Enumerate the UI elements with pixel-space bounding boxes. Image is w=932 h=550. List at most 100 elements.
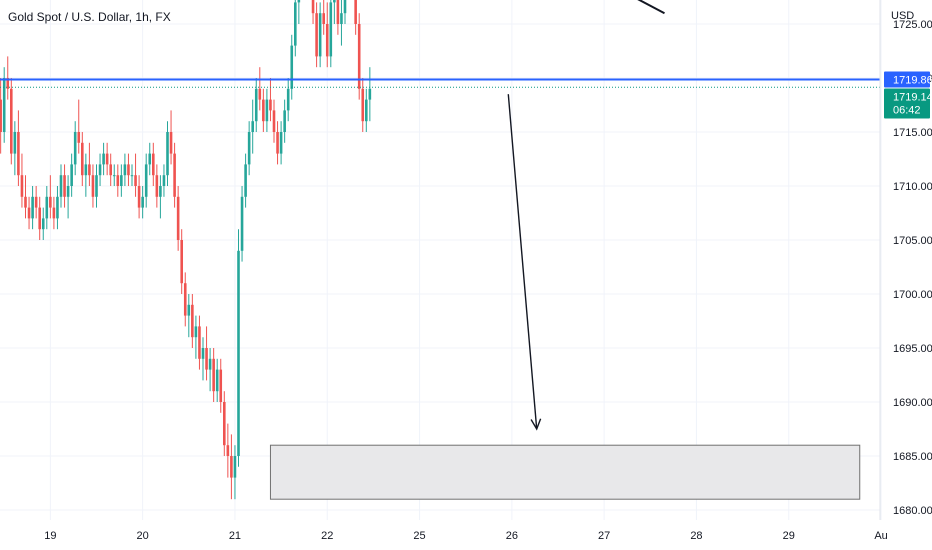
candle-body	[233, 456, 237, 478]
candle-body	[244, 164, 247, 197]
time-tick-label: 28	[690, 530, 702, 542]
resistance-trendline[interactable]	[388, 0, 665, 15]
time-tick-label: 26	[506, 530, 518, 542]
candle-body	[361, 88, 365, 122]
candle-body	[194, 326, 198, 338]
candle-body	[70, 164, 73, 186]
price-tick-label: 1725.00	[893, 19, 932, 31]
candle-body	[84, 164, 88, 176]
candle-body	[120, 175, 123, 186]
candle-body	[237, 250, 240, 456]
candle-body	[63, 175, 66, 197]
candle-body	[2, 78, 6, 132]
chart-title: Gold Spot / U.S. Dollar, 1h, FX	[8, 10, 171, 24]
candle-body	[318, 13, 322, 57]
chart-grid	[0, 0, 882, 520]
candle-body	[223, 402, 226, 446]
candle-body	[81, 142, 84, 176]
candle-body	[201, 348, 205, 359]
time-tick-label: Au	[874, 530, 887, 542]
target-zone-box[interactable]	[269, 444, 861, 500]
candle-body	[6, 78, 10, 89]
candle-body	[311, 0, 315, 14]
candle-body	[137, 186, 141, 208]
candle-body	[159, 186, 162, 197]
candle-body	[343, 0, 347, 14]
candle-body	[130, 175, 134, 177]
candle-body	[162, 175, 166, 186]
candle-body	[116, 175, 120, 186]
candle-body	[148, 153, 152, 165]
candle-body	[34, 196, 38, 208]
candle-body	[262, 99, 265, 122]
candle-body	[191, 304, 194, 338]
candle-body	[205, 348, 208, 370]
candle-body	[91, 175, 95, 197]
candle-body	[269, 99, 272, 111]
candle-body	[38, 207, 41, 230]
candle-body	[325, 24, 329, 57]
time-tick-label: 29	[783, 530, 795, 542]
candle-body	[105, 153, 109, 165]
candle-body	[24, 196, 27, 208]
price-tick-label: 1695.00	[893, 343, 932, 355]
candle-body	[336, 0, 340, 25]
candle-body	[212, 358, 215, 392]
time-tick-label: 25	[413, 530, 425, 542]
candle-body	[357, 24, 361, 89]
candle-body	[340, 13, 343, 24]
time-axis[interactable]: 19 20 21 22 25 26 27 28 29 Au	[44, 530, 888, 542]
candle-body	[208, 358, 212, 370]
candle-body	[169, 132, 173, 154]
bearish-arrow[interactable]	[507, 94, 542, 431]
time-tick-label: 27	[598, 530, 610, 542]
time-tick-label: 22	[321, 530, 333, 542]
candle-body	[98, 164, 102, 176]
candle-body	[183, 283, 187, 316]
candle-body	[180, 240, 183, 284]
candle-body	[258, 88, 262, 100]
candle-body	[155, 175, 159, 197]
candle-body	[49, 196, 52, 208]
price-tick-label: 1690.00	[893, 397, 932, 409]
candle-body	[59, 175, 63, 197]
candle-body	[144, 164, 148, 197]
candle-body	[187, 304, 191, 316]
candle-body	[20, 175, 24, 197]
candle-body	[56, 196, 59, 219]
candle-body	[240, 196, 244, 251]
currency-label: USD	[891, 10, 914, 22]
candle-body	[333, 0, 336, 3]
price-tick-label: 1710.00	[893, 181, 932, 193]
candle-body	[134, 175, 137, 186]
candle-body	[95, 175, 98, 197]
candle-body	[73, 132, 77, 165]
time-tick-label: 20	[137, 530, 149, 542]
candle-body	[315, 13, 318, 57]
arrow-head	[530, 418, 542, 431]
candle-body	[265, 99, 269, 122]
candle-body	[290, 45, 294, 89]
candle-body	[276, 132, 279, 154]
price-tick-label: 1700.00	[893, 289, 932, 301]
candle-body	[66, 186, 70, 197]
price-tick-label: 1705.00	[893, 235, 932, 247]
candle-body	[109, 164, 112, 176]
candle-body	[283, 110, 286, 132]
candle-body	[365, 99, 368, 122]
candle-body	[13, 132, 17, 154]
candle-body	[10, 88, 13, 154]
candle-body	[31, 196, 34, 219]
candle-body	[123, 164, 127, 176]
time-tick-label: 21	[229, 530, 241, 542]
candle-body	[329, 2, 333, 57]
candle-body	[77, 132, 81, 143]
time-tick-label: 19	[44, 530, 56, 542]
candle-body	[45, 196, 49, 219]
price-axis[interactable]: 1680.00 1685.00 1690.00 1695.00 1700.00 1705.…	[893, 0, 932, 517]
candle-body	[112, 175, 116, 177]
price-tag-blue-label: 1719.86	[893, 75, 932, 87]
price-tag-teal	[884, 88, 930, 119]
